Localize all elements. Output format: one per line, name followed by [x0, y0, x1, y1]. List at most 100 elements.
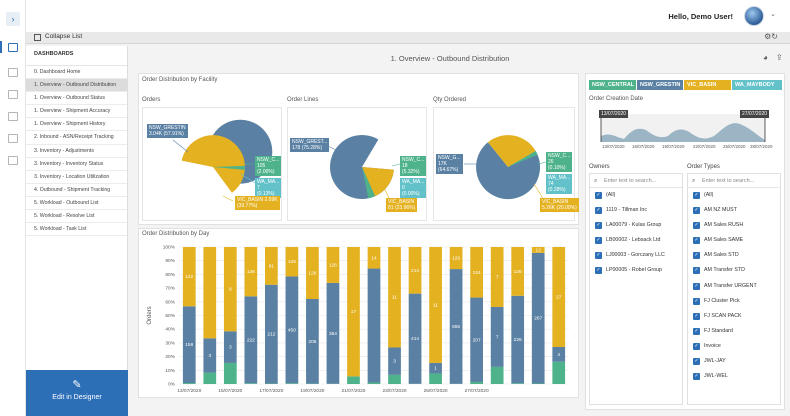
sidebar-item[interactable]: 1. Overview - Shipment Accuracy — [26, 105, 127, 119]
facility-chip[interactable]: NSW_CENTRAL — [589, 80, 636, 90]
lines-label-wa: WA_MA... 0 (0.00%) — [400, 178, 427, 198]
filter-list-item[interactable]: ✓ FJ SCAN PACK — [688, 309, 780, 324]
inbox-icon[interactable] — [8, 90, 18, 99]
filter-list-item[interactable]: ✓ LJ00003 - Gorczany LLC — [590, 248, 682, 263]
facility-chip[interactable]: WA_MAYBODY — [732, 80, 782, 90]
chevron-down-icon[interactable]: ⌄ — [770, 11, 776, 18]
y-tick-label: 20% — [165, 354, 175, 360]
filter-list-item[interactable]: ✓ LP00005 - Robel Group — [590, 263, 682, 278]
filter-list-label: 1119 - Tillman Inc — [606, 207, 648, 214]
filter-list-item[interactable]: ✓ AM NZ MUST — [688, 203, 780, 218]
gear-icon[interactable]: ⚙↻ — [764, 32, 778, 41]
facility-chip[interactable]: VIC_BASIN — [684, 80, 731, 90]
edit-in-designer-button[interactable]: ✎ Edit in Designer — [26, 370, 128, 416]
sidebar-item[interactable]: 1. Overview - Outbound Distribution — [26, 79, 127, 93]
sidebar-item[interactable]: 5. Workload - Resolve List — [26, 210, 127, 224]
expand-icon[interactable]: › — [6, 12, 20, 26]
checkbox-icon[interactable]: ✓ — [693, 373, 700, 381]
filter-list-item[interactable]: ✓ FJ Standard — [688, 324, 780, 339]
bar-segment — [285, 276, 299, 384]
filter-list-item[interactable]: ✓ FJ Cluster Pick — [688, 294, 780, 309]
data-label: 3 — [229, 345, 232, 351]
filter-list-label: JWL-WEL — [704, 373, 728, 380]
collapse-list-button[interactable]: Collapse List — [45, 33, 83, 40]
qty-label-wa: WA_MA... 74 (0.28%) — [546, 174, 573, 194]
checkbox-icon[interactable]: ✓ — [693, 252, 700, 260]
y-tick-label: 90% — [165, 258, 175, 264]
avatar[interactable] — [744, 6, 764, 26]
sidebar-item[interactable]: 5. Workload - Task List — [26, 223, 127, 237]
collapse-icon[interactable] — [34, 34, 41, 41]
report-icon[interactable] — [8, 134, 18, 143]
owners-title: Owners — [589, 164, 610, 170]
checkbox-icon[interactable]: ✓ — [595, 222, 602, 230]
filter-list-item[interactable]: ✓ AM Sales SAME — [688, 233, 780, 248]
bar-segment — [388, 374, 401, 384]
settings-icon[interactable] — [8, 156, 18, 165]
sidebar-item[interactable]: 3. Inventory - Inventory Status — [26, 158, 127, 171]
sidebar-item[interactable]: 2. Inbound - ASN/Receipt Tracking — [26, 131, 127, 145]
date-start-handle[interactable]: 13/07/2020 — [599, 110, 629, 118]
sidebar-item[interactable]: 1. Overview - Shipment History — [26, 118, 127, 132]
filter-list-item[interactable]: ✓ AM Transfer STD — [688, 263, 780, 278]
sidebar-item[interactable]: 3. Inventory - Adjustments — [26, 145, 127, 158]
filter-list-label: AM NZ MUST — [704, 207, 737, 214]
sidebar-item[interactable]: 0. Dashboard Home — [26, 66, 127, 80]
filter-list-item[interactable]: ✓ AM Sales RUSH — [688, 218, 780, 233]
checkbox-icon[interactable]: ✓ — [595, 252, 602, 260]
filter-list-item[interactable]: ✓ JWL-JAY — [688, 354, 780, 369]
filter-list-item[interactable]: ✓ 1119 - Tillman Inc — [590, 203, 682, 218]
sidebar-item[interactable]: 5. Workload - Outbound List — [26, 197, 127, 211]
pie-slice-basin — [487, 135, 536, 167]
checkbox-icon[interactable]: ✓ — [693, 192, 700, 199]
data-label: 158 — [185, 342, 193, 348]
dashboard-icon[interactable] — [8, 43, 18, 52]
checkbox-icon[interactable]: ✓ — [595, 192, 602, 199]
dashboard-sidebar: DASHBOARDS 0. Dashboard Home 1. Overview … — [26, 46, 128, 416]
palette-icon[interactable]: ◕ — [763, 53, 768, 62]
checkbox-icon[interactable]: ✓ — [693, 358, 700, 366]
checkbox-icon[interactable]: ✓ — [693, 342, 700, 350]
checkbox-icon[interactable]: ✓ — [693, 282, 700, 290]
filter-list-item[interactable]: ✓ AM Sales STD — [688, 248, 780, 263]
types-search-input[interactable]: ⌕ Enter text to search... — [688, 174, 780, 188]
bar-segment — [203, 338, 217, 373]
filter-list-item[interactable]: ✓ AM Transfer URGENT — [688, 279, 780, 294]
filter-list-label: AM Sales RUSH — [704, 222, 744, 229]
bar-segment — [511, 383, 525, 384]
date-range-chart[interactable]: 13/07/2020 16/07/2020 19/07/2020 22/07/2… — [590, 106, 780, 156]
bar-segment — [429, 362, 442, 374]
sidebar-item[interactable]: 3. Inventory - Location Utilization — [26, 171, 127, 184]
filter-list-item[interactable]: ✓ Invoice — [688, 339, 780, 354]
box-icon[interactable] — [8, 112, 18, 121]
export-icon[interactable]: ⇪ — [776, 53, 783, 62]
checkbox-icon[interactable]: ✓ — [693, 312, 700, 320]
owners-search-input[interactable]: ⌕ Enter text to search... — [590, 174, 682, 188]
checkbox-icon[interactable]: ✓ — [693, 207, 700, 215]
sidebar-item[interactable]: 1. Overview - Outbound Status — [26, 92, 127, 106]
filter-list-item[interactable]: ✓ (All) — [590, 188, 682, 203]
pie-slice-basin — [362, 167, 394, 197]
checkbox-icon[interactable]: ✓ — [595, 207, 602, 215]
filter-list-item[interactable]: ✓ (All) — [688, 188, 780, 203]
document-icon[interactable] — [8, 68, 18, 77]
checkbox-icon[interactable]: ✓ — [693, 267, 700, 275]
checkbox-icon[interactable]: ✓ — [693, 222, 700, 230]
sidebar-item[interactable]: 4. Outbound - Shipment Tracking — [26, 184, 127, 197]
x-tick-label: 17/07/2020 — [259, 388, 283, 394]
filter-list-item[interactable]: ✓ LB00002 - Lebsack Ltd — [590, 233, 682, 248]
filter-list-item[interactable]: ✓ JWL-WEL — [688, 369, 780, 384]
checkbox-icon[interactable]: ✓ — [693, 327, 700, 335]
date-area — [601, 123, 765, 142]
filter-list-item[interactable]: ✓ LA00079 - Kulas Group — [590, 218, 682, 233]
facility-chip[interactable]: NSW_GRESTIN — [637, 80, 683, 90]
checkbox-icon[interactable]: ✓ — [693, 297, 700, 305]
checkbox-icon[interactable]: ✓ — [693, 237, 700, 245]
data-label: 450 — [288, 327, 296, 333]
filter-list-label: FJ SCAN PACK — [704, 312, 742, 319]
date-end-handle[interactable]: 27/07/2020 — [740, 110, 770, 118]
lines-label-basin: VIC_BASIN 81 (23.96%) — [386, 198, 418, 212]
checkbox-icon[interactable]: ✓ — [595, 237, 602, 245]
filter-list-label: LJ00003 - Gorczany LLC — [606, 252, 665, 259]
checkbox-icon[interactable]: ✓ — [595, 267, 602, 275]
